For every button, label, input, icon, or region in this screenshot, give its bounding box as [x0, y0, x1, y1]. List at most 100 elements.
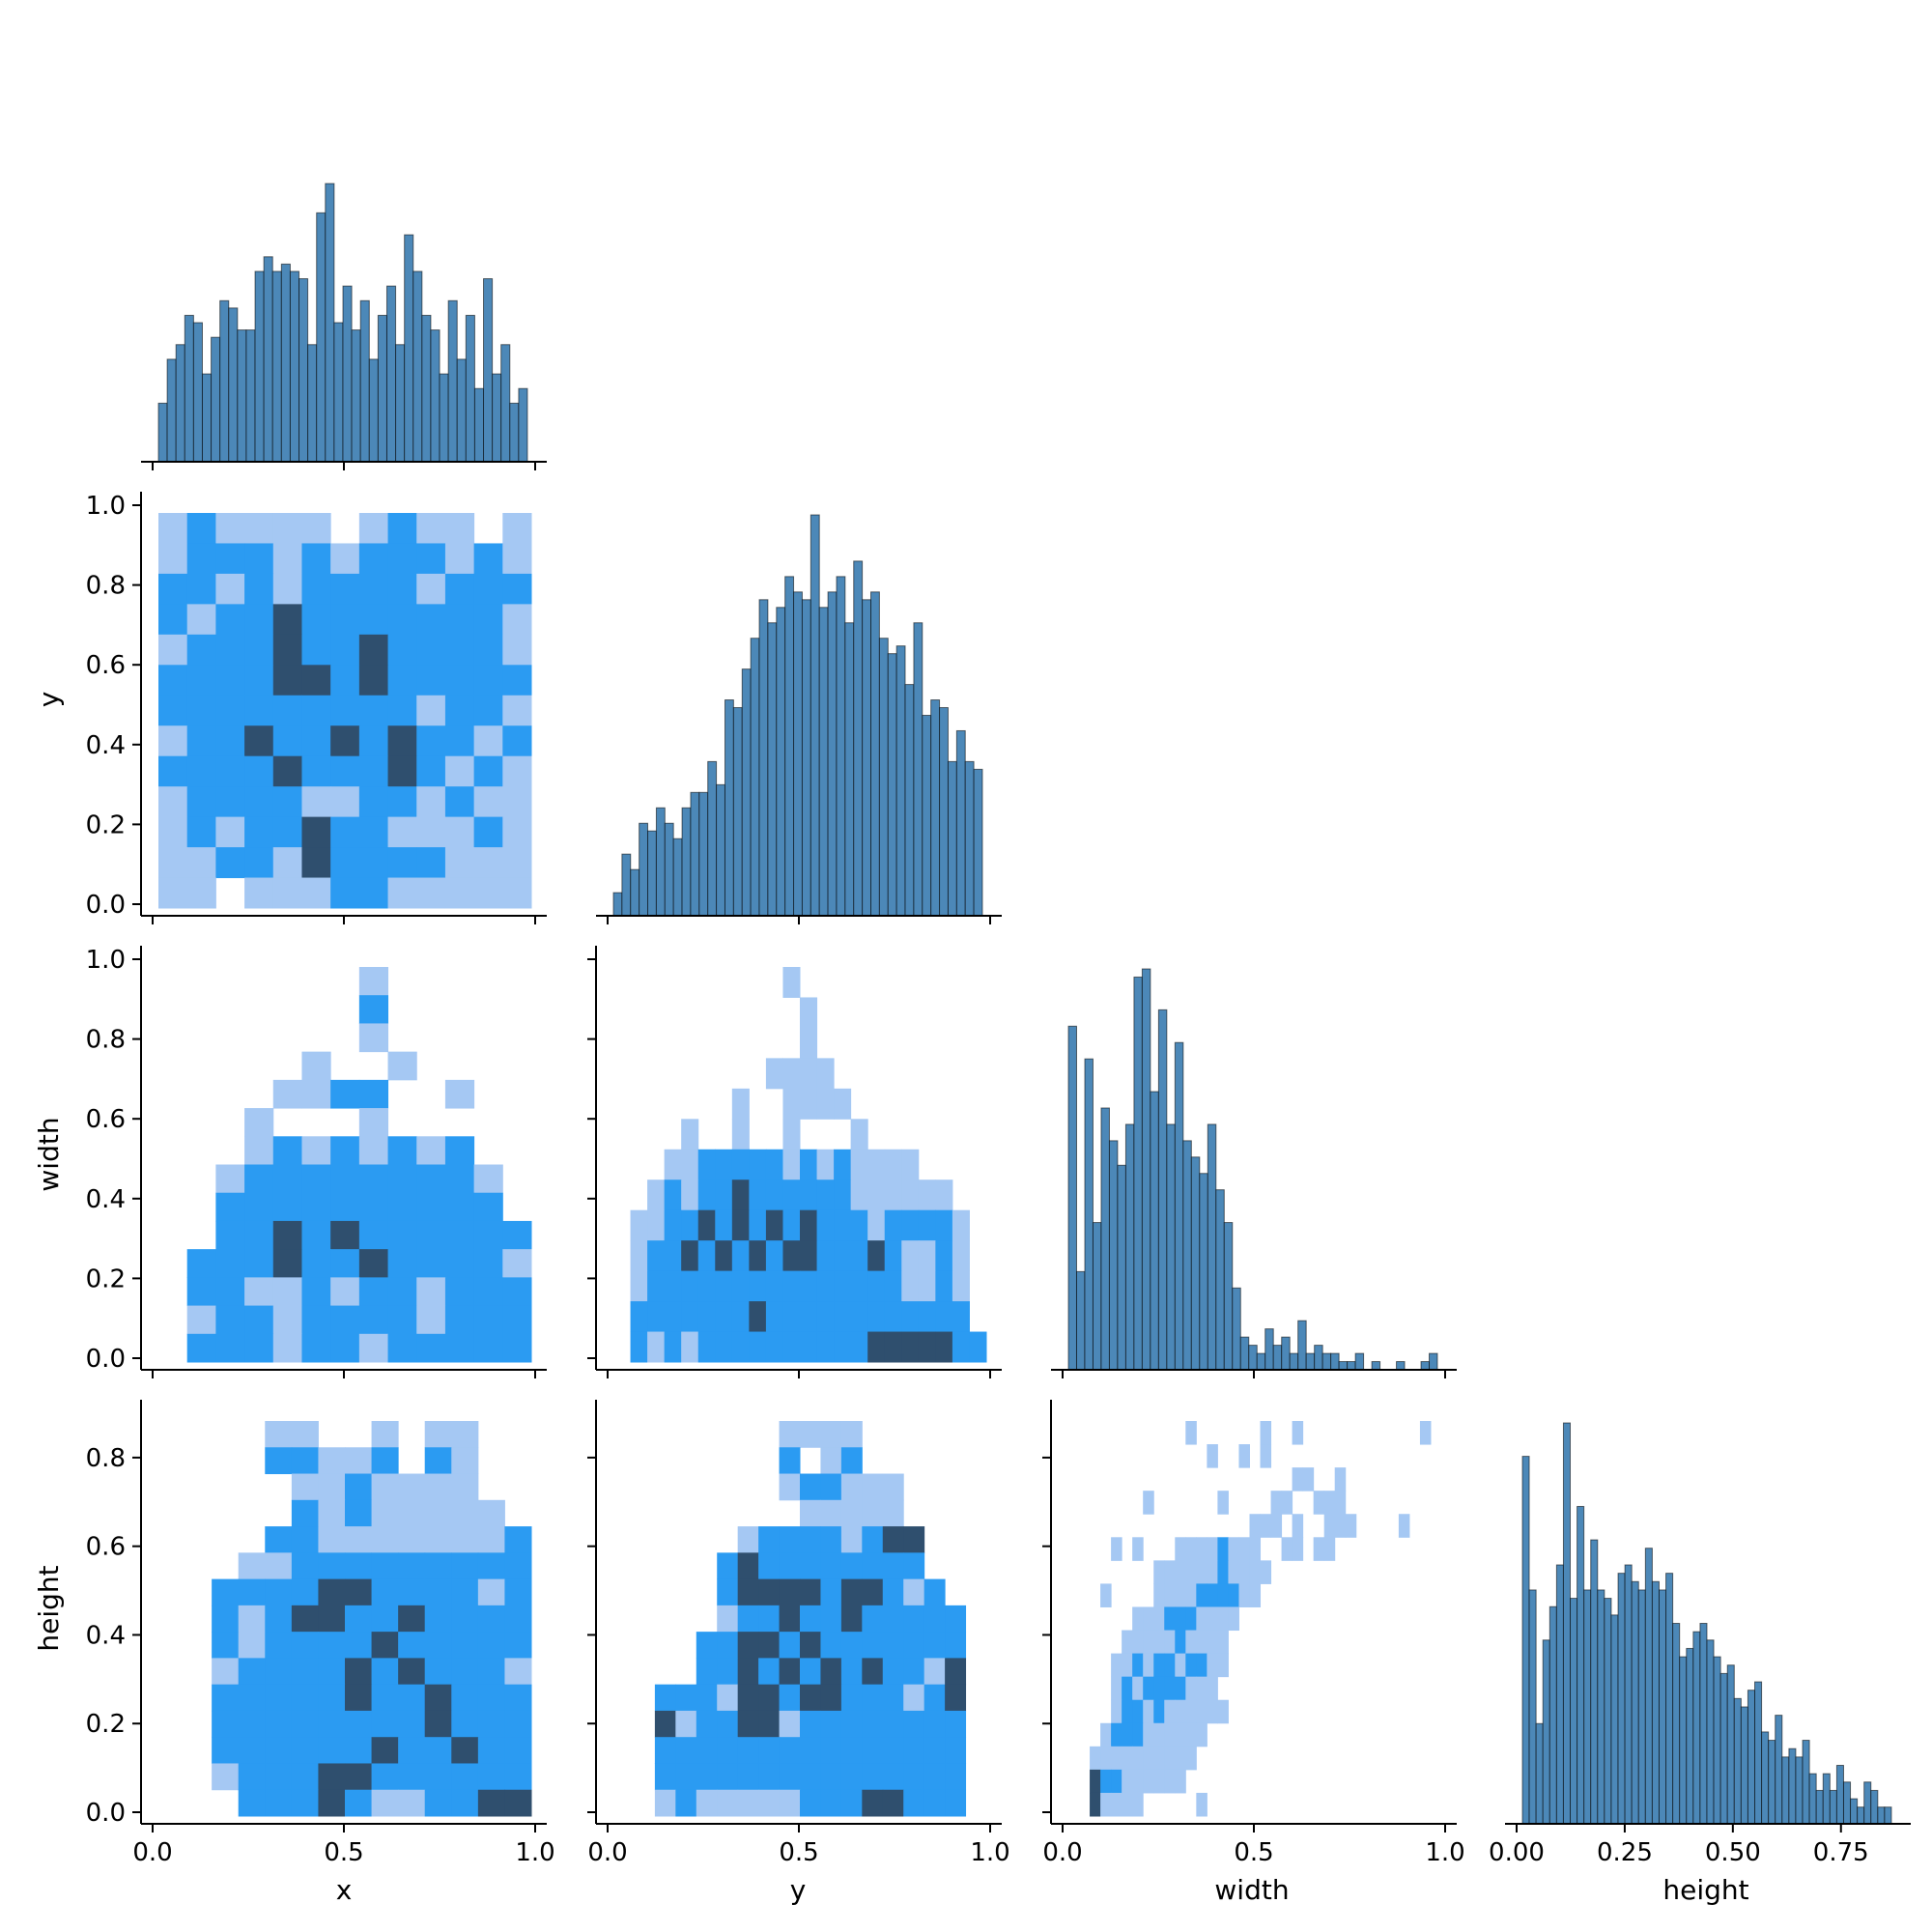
histogram-bar: [439, 373, 449, 463]
heatmap-cell: [1175, 1722, 1186, 1747]
histogram-bar: [1314, 1345, 1323, 1371]
heatmap-cell: [1143, 1722, 1154, 1747]
heatmap-cell: [424, 1526, 452, 1553]
histogram-bar: [1808, 1773, 1817, 1825]
histogram-bar: [698, 791, 709, 917]
heatmap-cell: [398, 1684, 426, 1712]
heatmap-cell: [1175, 1537, 1186, 1561]
heatmap-cell: [850, 1119, 868, 1151]
heatmap-cell: [816, 1240, 835, 1272]
histogram-bar: [1141, 968, 1151, 1371]
histogram-bar: [1548, 1605, 1557, 1825]
heatmap-cell: [1164, 1699, 1176, 1724]
heatmap-cell: [820, 1526, 842, 1553]
histogram-bar: [316, 212, 327, 463]
heatmap-cell: [758, 1684, 781, 1712]
heatmap-cell: [244, 755, 274, 787]
heatmap-cell: [244, 513, 274, 544]
heatmap-cell: [504, 1710, 532, 1738]
histogram-bar: [1354, 1352, 1365, 1371]
heatmap-cell: [834, 1240, 852, 1272]
heatmap-cell: [358, 1164, 389, 1194]
heatmap-cell: [272, 634, 302, 666]
histogram-bar: [368, 358, 379, 463]
x-tick-label: 0.75: [1813, 1838, 1869, 1867]
histogram-bar: [342, 285, 353, 463]
heatmap-cell: [664, 1270, 682, 1302]
histogram-bar: [1754, 1681, 1763, 1825]
heatmap-cell: [800, 1301, 818, 1333]
heatmap-cell: [477, 1789, 505, 1817]
heatmap-cell: [158, 847, 188, 879]
heatmap-cell: [834, 1331, 852, 1363]
heatmap-cell: [1143, 1606, 1154, 1632]
histogram-bar: [930, 699, 941, 917]
heatmap-cell: [215, 604, 245, 636]
heatmap-cell: [1164, 1722, 1176, 1747]
heatmap-cell: [1238, 1583, 1250, 1607]
histogram-bar: [681, 807, 692, 917]
heatmap-cell: [765, 1240, 783, 1272]
heatmap-cell: [301, 665, 331, 696]
heatmap-cell: [387, 755, 417, 787]
heatmap-cell: [1164, 1560, 1176, 1584]
heatmap-cell: [1122, 1699, 1133, 1724]
heatmap-cell: [416, 1136, 446, 1165]
heatmap-cell: [444, 634, 475, 666]
heatmap-cell: [330, 665, 360, 696]
heatmap-cell: [816, 1331, 835, 1363]
heatmap-cell: [301, 1164, 331, 1194]
heatmap-cell: [244, 1136, 274, 1165]
heatmap-cell: [416, 1192, 446, 1222]
heatmap-cell: [444, 755, 475, 787]
heatmap-cell: [923, 1578, 946, 1606]
heatmap-cell: [882, 1789, 904, 1817]
heatmap-cell: [1228, 1560, 1239, 1584]
heatmap-cell: [800, 1421, 821, 1448]
heatmap-cell: [1143, 1630, 1154, 1655]
heatmap-cell: [215, 1249, 245, 1278]
heatmap-cell: [291, 1578, 319, 1606]
heatmap-cell: [862, 1526, 884, 1553]
heatmap-cell: [215, 847, 245, 879]
heatmap-cell: [862, 1763, 884, 1791]
heatmap-cell: [840, 1473, 863, 1501]
heatmap-cell: [330, 543, 360, 575]
heatmap-cell: [301, 1333, 331, 1363]
heatmap-cell: [1185, 1583, 1197, 1607]
heatmap-cell: [272, 513, 302, 544]
histogram-bar: [1570, 1598, 1578, 1825]
heatmap-cell: [345, 1526, 373, 1553]
heatmap-cell: [664, 1331, 682, 1363]
heatmap-cell: [424, 1552, 452, 1580]
heatmap-cell: [630, 1240, 648, 1272]
histogram-bar: [404, 234, 414, 463]
heatmap-cell: [158, 573, 188, 605]
heatmap-cell: [330, 1333, 360, 1363]
heatmap-cell: [737, 1526, 759, 1553]
heatmap-cell: [444, 543, 475, 575]
heatmap-cell: [272, 786, 302, 818]
heatmap-cell: [1185, 1653, 1197, 1678]
heatmap-cell: [502, 665, 532, 696]
heatmap-cell: [244, 1220, 274, 1250]
heatmap-cell: [935, 1331, 953, 1363]
histogram-bar: [447, 299, 458, 463]
heatmap-cell: [820, 1658, 842, 1686]
heatmap-cell: [882, 1526, 904, 1553]
xlabel-height: height: [1662, 1874, 1748, 1906]
heatmap-cell: [717, 1789, 739, 1817]
heatmap-cell: [1196, 1676, 1208, 1701]
heatmap-cell: [244, 816, 274, 848]
heatmap-cell: [1217, 1560, 1229, 1584]
y-tick-label: 0.2: [86, 1264, 126, 1293]
heatmap-cell: [345, 1710, 373, 1738]
heatmap-cell: [272, 816, 302, 848]
histogram-bar: [1692, 1631, 1701, 1825]
heatmap-cell: [867, 1301, 886, 1333]
histogram-bar: [1330, 1352, 1340, 1371]
heatmap-cell: [779, 1632, 801, 1659]
histogram-bar: [1555, 1564, 1564, 1825]
heatmap-cell: [765, 1058, 783, 1090]
heatmap-cell: [358, 665, 389, 696]
